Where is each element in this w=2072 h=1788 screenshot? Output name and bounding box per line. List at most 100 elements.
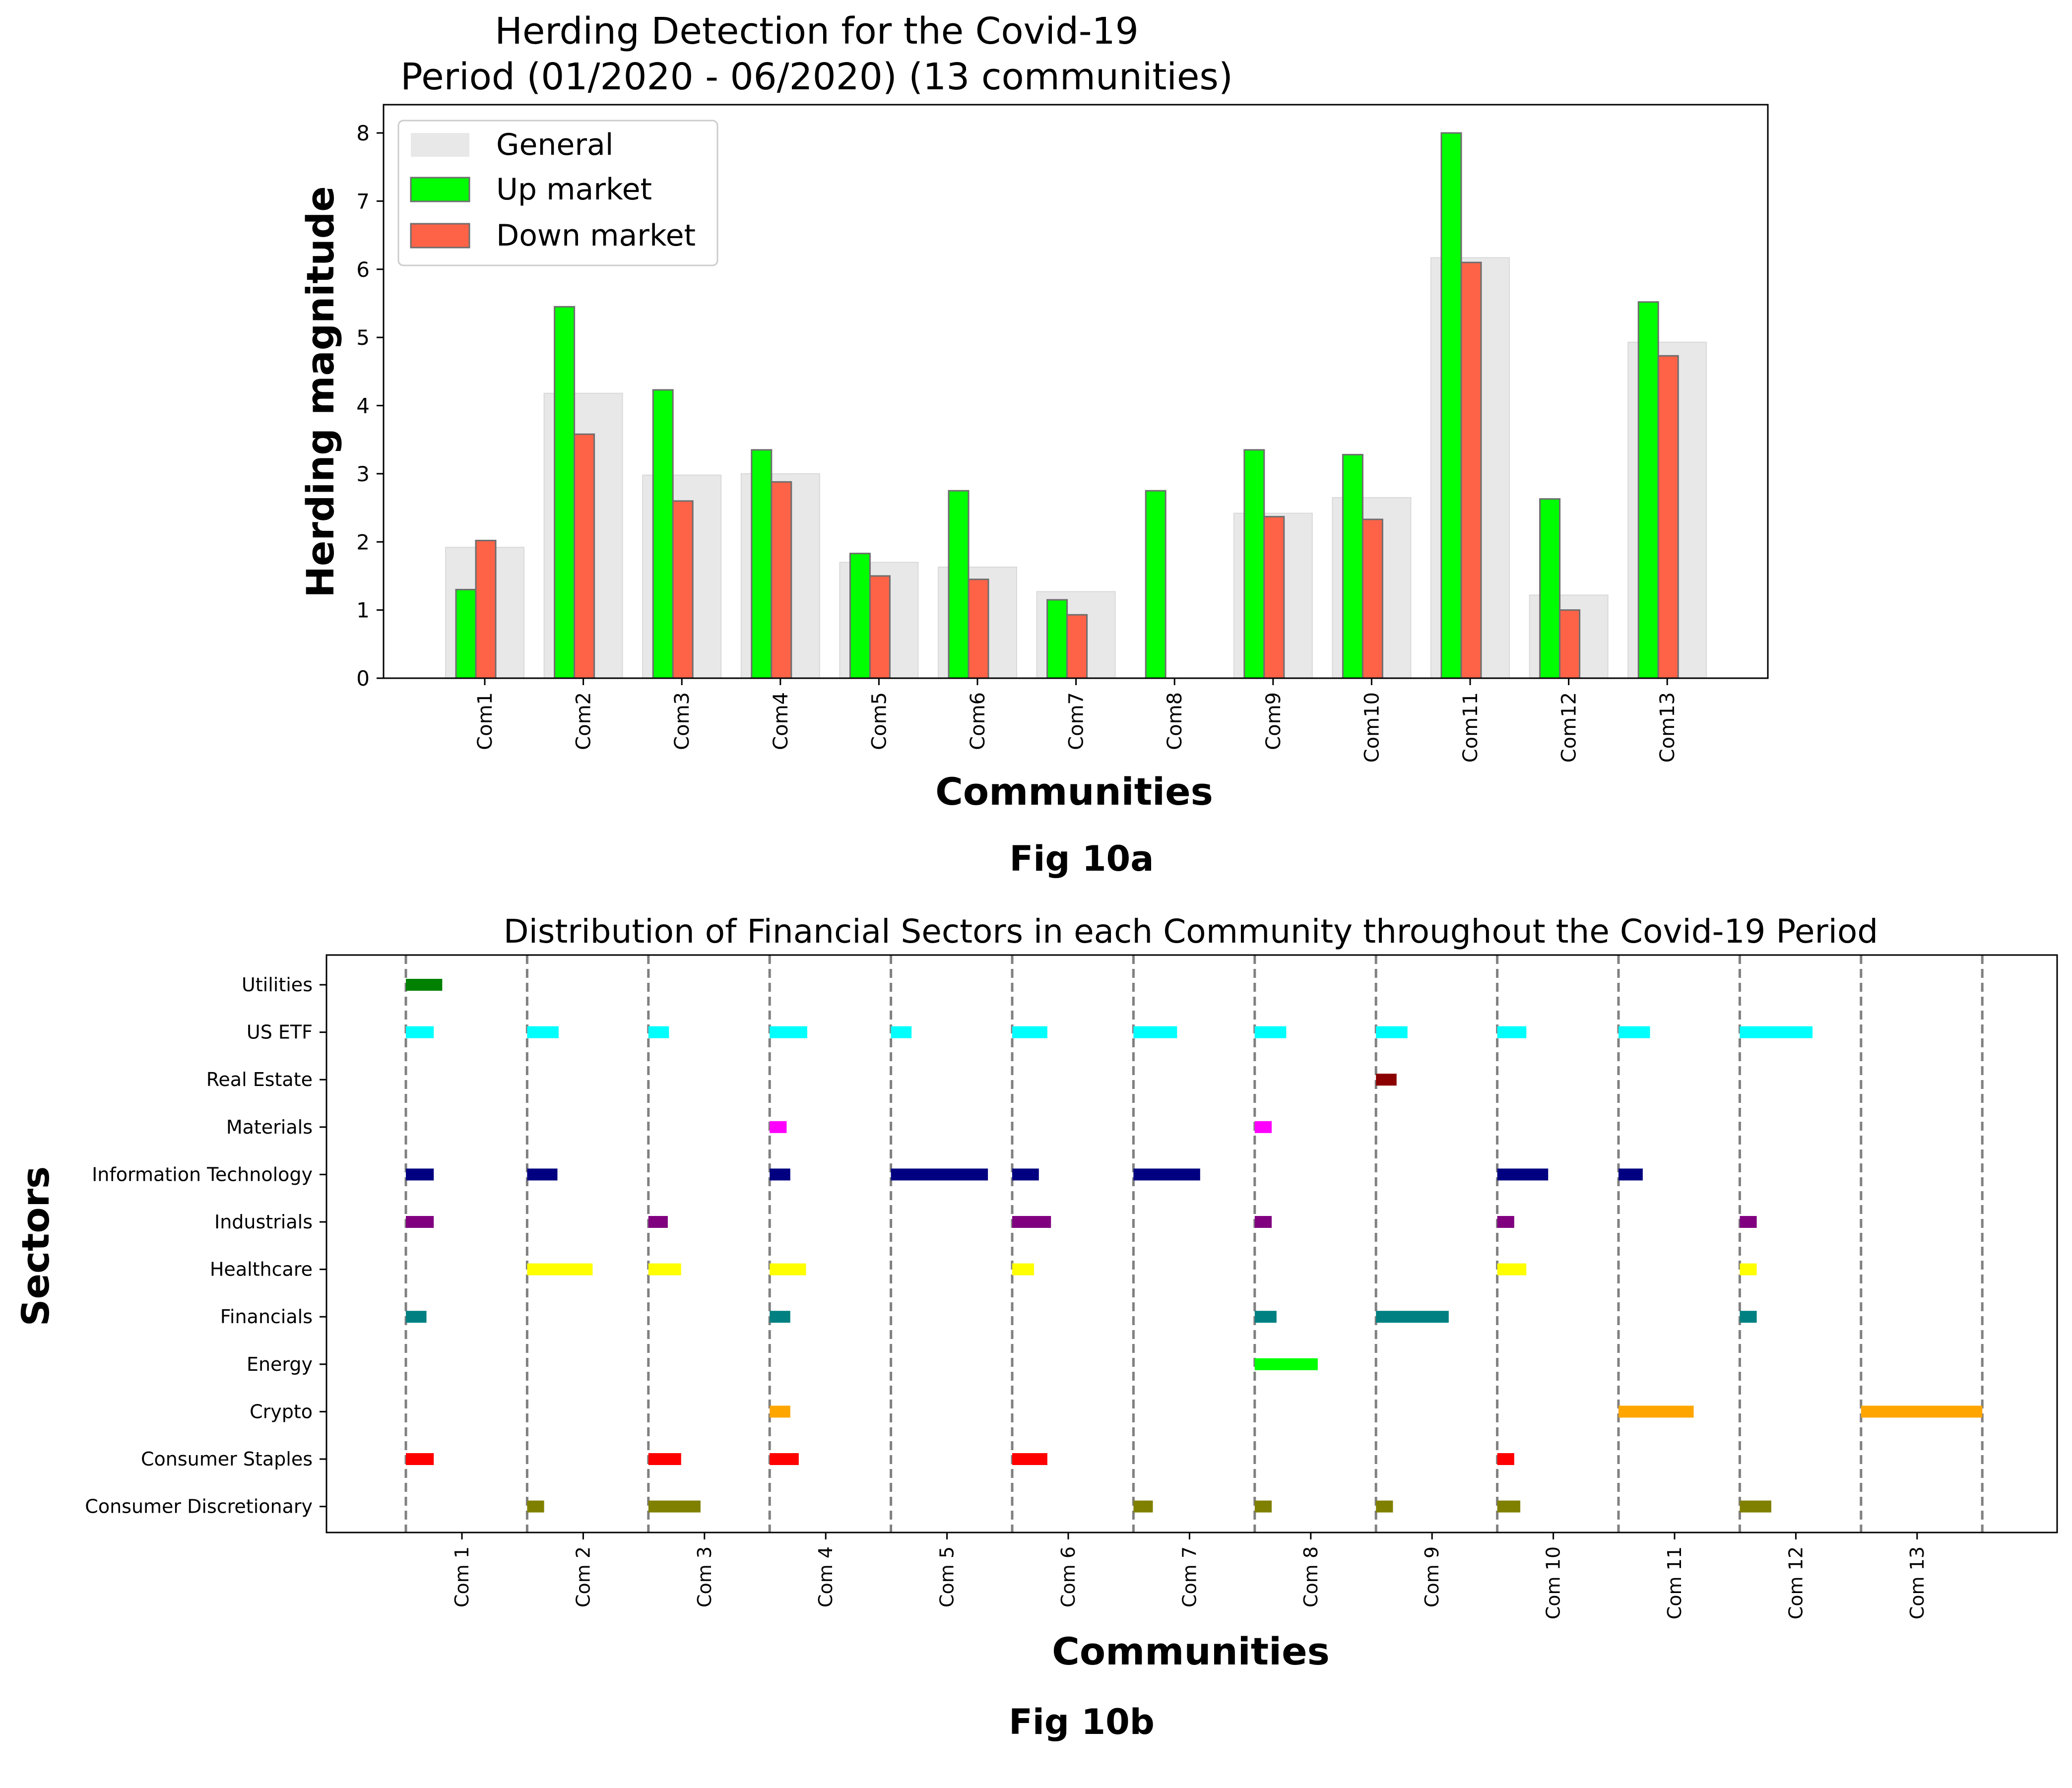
bar-up-market-com2 (554, 306, 576, 679)
segment-materials-com-8 (1254, 1121, 1272, 1133)
segment-crypto-com-4 (770, 1405, 790, 1418)
chart-10a-plot (445, 132, 1707, 679)
x-tick-label: Com1 (474, 692, 497, 750)
x-tick-label: Com 13 (1906, 1546, 1928, 1619)
segment-industrials-com-6 (1012, 1216, 1051, 1228)
bar-down-market-com10 (1361, 518, 1383, 679)
x-tick-label: Com12 (1558, 692, 1581, 763)
y-tick-label: Financials (220, 1306, 313, 1328)
segment-industrials-com-10 (1497, 1216, 1514, 1228)
chart-10b-y-axis: Utilities US ETF Real Estate Materials Infor… (85, 974, 326, 1518)
segment-materials-com-4 (770, 1121, 787, 1133)
segment-healthcare-com-12 (1740, 1263, 1757, 1276)
legend-label-up-market: Up market (496, 172, 652, 207)
segment-information-technology-com-4 (770, 1168, 790, 1181)
chart-10a-y-axis: 0 1 2 3 4 5 6 7 8 (356, 121, 384, 691)
segment-us-etf-com-4 (770, 1026, 807, 1038)
legend-label-general: General (496, 128, 613, 162)
chart-10a-caption: Fig 10a (1010, 838, 1154, 879)
bar-up-market-com11 (1440, 132, 1462, 679)
segment-consumer-discretionary-com-12 (1740, 1500, 1771, 1513)
segment-consumer-staples-com-1 (406, 1453, 434, 1465)
segment-information-technology-com-11 (1619, 1168, 1643, 1181)
bar-up-market-com5 (849, 553, 871, 679)
segment-information-technology-com-5 (891, 1168, 988, 1181)
segment-us-etf-com-10 (1497, 1026, 1527, 1038)
x-tick-label: Com13 (1656, 692, 1679, 763)
segment-us-etf-com-1 (406, 1026, 434, 1038)
segment-us-etf-com-11 (1619, 1026, 1650, 1038)
segment-consumer-discretionary-com-3 (648, 1500, 701, 1513)
bar-up-market-com3 (652, 389, 674, 679)
y-tick-label: 6 (356, 257, 370, 282)
chart-10a-title-line2: Period (01/2020 - 06/2020) (13 communiti… (400, 56, 1233, 98)
segment-crypto-com-13 (1861, 1405, 1983, 1418)
chart-10b-x-axis: Com 1 Com 2 Com 3 Com 4 Com 5 Com 6 Com 7 Com 8… (451, 1533, 1928, 1619)
chart-10a-x-axis: Com1 Com2 Com3 Com4 Com5 Com6 Com7 Com8 Com9 Com1… (474, 678, 1679, 763)
chart-10a-legend: General Up market Down market (397, 120, 718, 266)
x-tick-label: Com7 (1065, 692, 1088, 750)
segment-healthcare-com-2 (527, 1263, 593, 1276)
chart-10b-caption: Fig 10b (1009, 1702, 1155, 1742)
segment-healthcare-com-10 (1497, 1263, 1527, 1276)
x-tick-label: Com6 (967, 692, 989, 750)
segment-information-technology-com-6 (1012, 1168, 1039, 1181)
x-tick-label: Com5 (868, 692, 891, 750)
x-tick-label: Com 8 (1300, 1546, 1322, 1607)
x-tick-label: Com 6 (1057, 1546, 1079, 1607)
segment-consumer-discretionary-com-8 (1254, 1500, 1272, 1513)
chart-10a-title-line1: Herding Detection for the Covid-19 (495, 10, 1139, 53)
x-tick-label: Com 4 (815, 1546, 837, 1607)
segment-consumer-staples-com-4 (770, 1453, 799, 1465)
segment-healthcare-com-3 (648, 1263, 681, 1276)
segment-consumer-staples-com-3 (648, 1453, 681, 1465)
bar-up-market-com1 (455, 588, 477, 679)
segment-information-technology-com-10 (1497, 1168, 1549, 1181)
x-tick-label: Com2 (573, 692, 595, 750)
y-tick-label: 8 (356, 121, 370, 145)
segment-us-etf-com-3 (648, 1026, 669, 1038)
x-tick-label: Com 11 (1664, 1546, 1685, 1619)
x-tick-label: Com 12 (1785, 1546, 1807, 1619)
y-tick-label: Information Technology (92, 1163, 313, 1185)
x-tick-label: Com8 (1164, 692, 1186, 750)
bar-up-market-com8 (1145, 490, 1166, 679)
chart-10a-y-axis-label: Herding magnitude (298, 186, 342, 597)
bar-down-market-com9 (1263, 515, 1285, 679)
x-tick-label: Com 5 (936, 1546, 958, 1607)
x-tick-label: Com 9 (1421, 1546, 1443, 1607)
y-tick-label: 2 (356, 530, 370, 554)
segment-us-etf-com-12 (1740, 1026, 1813, 1038)
segment-utilities-com-1 (406, 979, 443, 991)
segment-us-etf-com-6 (1012, 1026, 1047, 1038)
segment-us-etf-com-9 (1376, 1026, 1408, 1038)
bar-down-market-com2 (574, 433, 595, 679)
segment-industrials-com-3 (648, 1216, 668, 1228)
segment-information-technology-com-2 (527, 1168, 558, 1181)
x-tick-label: Com3 (671, 692, 694, 750)
chart-10b-title: Distribution of Financial Sectors in eac… (504, 912, 1878, 951)
x-tick-label: Com 7 (1178, 1546, 1200, 1607)
y-tick-label: 4 (356, 394, 370, 418)
bar-down-market-com6 (968, 578, 989, 679)
segment-consumer-discretionary-com-10 (1497, 1500, 1521, 1513)
x-tick-label: Com 1 (451, 1546, 473, 1607)
bar-down-market-com7 (1066, 614, 1088, 679)
segment-consumer-staples-com-10 (1497, 1453, 1514, 1465)
segment-industrials-com-12 (1740, 1216, 1757, 1228)
segment-financials-com-8 (1254, 1311, 1277, 1323)
segment-healthcare-com-6 (1012, 1263, 1034, 1276)
x-tick-label: Com 10 (1543, 1546, 1564, 1619)
y-tick-label: Utilities (242, 974, 313, 996)
bar-up-market-com12 (1539, 498, 1561, 679)
bar-down-market-com11 (1460, 261, 1482, 679)
y-tick-label: 1 (356, 598, 370, 623)
segment-real-estate-com-9 (1376, 1074, 1397, 1086)
segment-industrials-com-1 (406, 1216, 434, 1228)
y-tick-label: Energy (247, 1353, 313, 1375)
segment-financials-com-12 (1740, 1311, 1757, 1323)
y-tick-label: 5 (356, 325, 370, 350)
x-tick-label: Com 3 (694, 1546, 715, 1607)
chart-10b-plot (404, 955, 1984, 1533)
